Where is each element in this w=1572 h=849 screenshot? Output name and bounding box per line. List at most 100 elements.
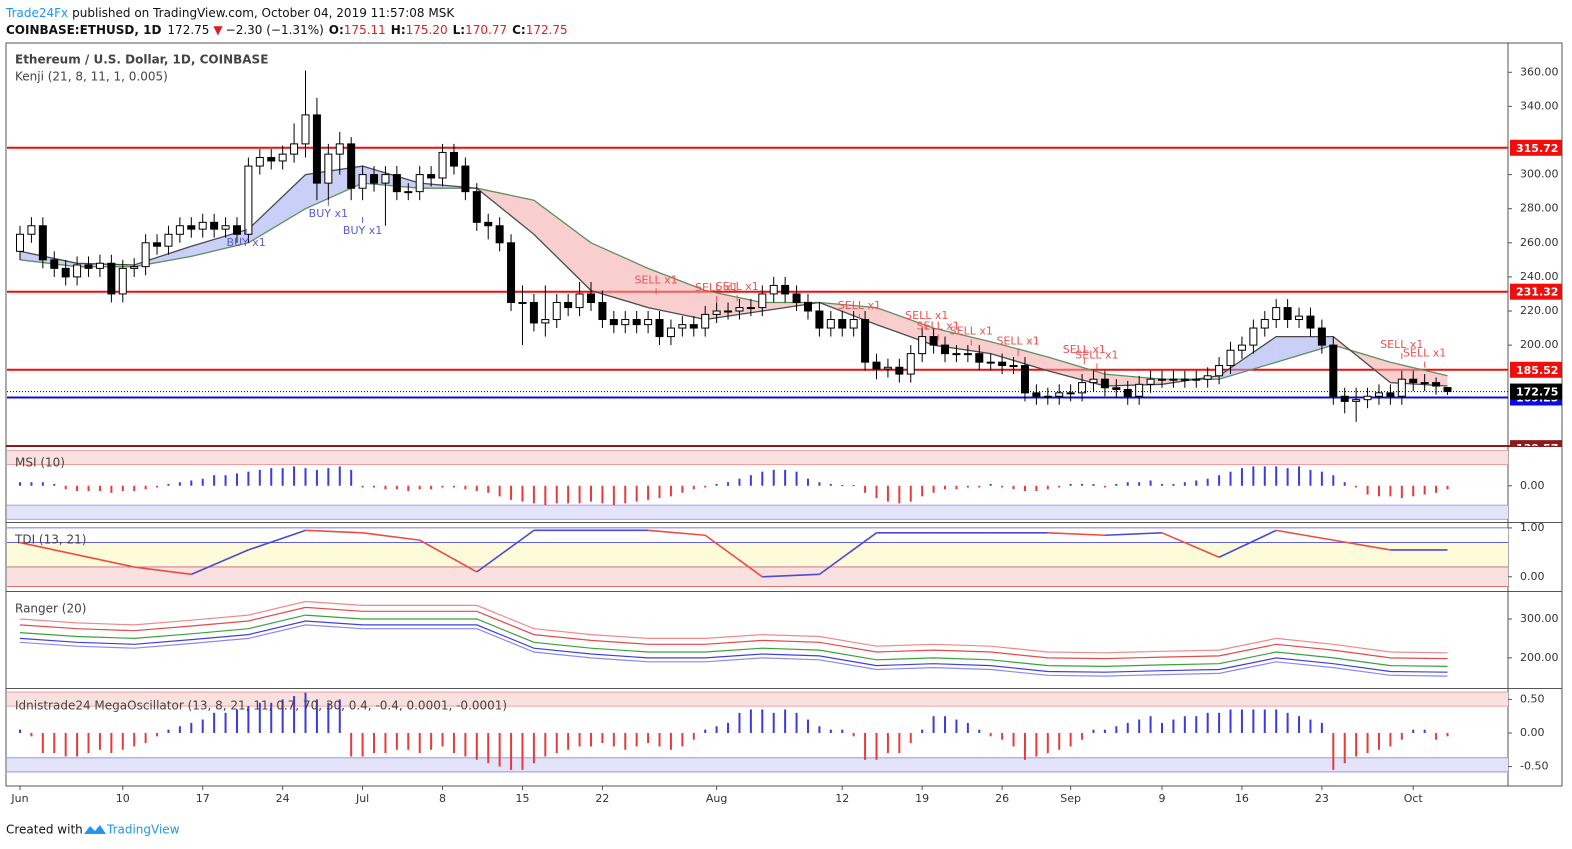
- pane: [19, 600, 1448, 677]
- histogram-bar: [213, 475, 216, 486]
- histogram-bar: [53, 484, 56, 486]
- histogram-bar: [304, 692, 307, 733]
- candle-body: [415, 174, 424, 193]
- x-tick-label: 22: [595, 792, 609, 805]
- histogram-bar: [875, 732, 878, 760]
- x-tick-label: 23: [1315, 792, 1329, 805]
- histogram-bar: [1035, 732, 1038, 757]
- footer-brand[interactable]: TradingView: [106, 823, 180, 837]
- candle-body: [1249, 327, 1258, 346]
- histogram-bar: [704, 729, 707, 733]
- candle-body: [221, 225, 230, 230]
- ohlc-value: 170.77: [465, 23, 507, 37]
- histogram-bar: [1149, 480, 1152, 486]
- histogram-bar: [1172, 484, 1175, 486]
- indicator-line: [19, 541, 78, 556]
- y-tick-label: 280.00: [1520, 202, 1559, 215]
- y-tick-label: 220.00: [1520, 304, 1559, 317]
- histogram-bar: [167, 484, 170, 486]
- histogram-bar: [601, 485, 604, 504]
- histogram-bar: [395, 732, 398, 750]
- histogram-bar: [373, 485, 376, 488]
- candle-body: [1066, 392, 1075, 395]
- candle-body: [495, 225, 504, 244]
- candle-body: [449, 151, 458, 167]
- candle-body: [1272, 307, 1281, 321]
- indicator-line: [305, 529, 363, 534]
- indicator-label: Kenji (21, 8, 11, 1, 0.005): [15, 70, 168, 84]
- candle-body: [210, 221, 219, 230]
- candle-body: [61, 267, 70, 278]
- x-tick-label: 15: [515, 792, 529, 805]
- histogram-bar: [1218, 475, 1221, 486]
- histogram-bar: [407, 485, 410, 492]
- x-tick-label: Aug: [706, 792, 727, 805]
- candle-body: [461, 165, 470, 193]
- histogram-bar: [829, 729, 832, 733]
- histogram-bar: [955, 485, 958, 490]
- candle-body: [198, 221, 207, 230]
- histogram-bar: [430, 732, 433, 750]
- histogram-bar: [30, 732, 33, 737]
- histogram-bar: [475, 732, 478, 760]
- candle-body: [187, 225, 196, 230]
- histogram-bar: [1115, 726, 1118, 733]
- histogram-bar: [475, 485, 478, 492]
- histogram-bar: [635, 732, 638, 747]
- signal-label: BUY x1: [226, 236, 265, 249]
- histogram-bar: [384, 732, 387, 754]
- histogram-bar: [806, 478, 809, 486]
- histogram-bar: [1058, 485, 1061, 488]
- histogram-bar: [1183, 482, 1186, 486]
- histogram-bar: [30, 482, 33, 486]
- candle-body: [849, 319, 858, 329]
- histogram-bar: [293, 696, 296, 733]
- histogram-bar: [1103, 485, 1106, 488]
- candle-body: [358, 174, 367, 189]
- histogram-bar: [384, 485, 387, 490]
- indicator-line: [762, 573, 820, 578]
- histogram-bar: [909, 732, 912, 744]
- histogram-bar: [898, 732, 901, 754]
- histogram-bar: [1240, 709, 1243, 733]
- candle-body: [141, 242, 150, 268]
- price-axis: 0.00 1.00: [1508, 521, 1545, 583]
- histogram-bar: [1343, 482, 1346, 486]
- change: −2.30 (−1.31%): [226, 23, 324, 37]
- histogram-bar: [521, 732, 524, 770]
- candle-body: [1432, 382, 1441, 387]
- histogram-bar: [270, 468, 273, 486]
- last-price-bg: [1510, 383, 1562, 400]
- histogram-bar: [281, 468, 284, 486]
- histogram-bar: [1195, 716, 1198, 733]
- signal-label: SELL x1: [838, 299, 881, 312]
- histogram-bar: [361, 485, 364, 488]
- candle-body: [735, 307, 744, 312]
- band-zone: [7, 542, 1508, 568]
- ohlc-value: 172.75: [526, 23, 568, 37]
- histogram-bar: [852, 485, 855, 487]
- histogram-bar: [1355, 485, 1358, 488]
- candle-body: [130, 266, 139, 269]
- publisher[interactable]: Trade24Fx: [5, 6, 68, 20]
- candle-body: [541, 319, 550, 324]
- candle-body: [906, 353, 915, 375]
- histogram-bar: [1435, 732, 1438, 740]
- footer-logo: [84, 825, 106, 834]
- histogram-bar: [110, 485, 113, 493]
- band-zone: [7, 567, 1508, 587]
- histogram-bar: [898, 485, 901, 504]
- band-line: [19, 620, 1448, 673]
- histogram-bar: [784, 469, 787, 486]
- candle-body: [404, 191, 413, 194]
- histogram-bar: [201, 719, 204, 733]
- histogram-bar: [966, 485, 969, 488]
- x-tick-label: 17: [196, 792, 210, 805]
- histogram-bar: [521, 485, 524, 502]
- candle-body: [1146, 378, 1155, 385]
- band-line: [19, 606, 1448, 660]
- level-label: 185.52: [1516, 364, 1558, 377]
- histogram-bar: [1046, 732, 1049, 754]
- band-zone: [7, 505, 1508, 520]
- signal-label: BUY x1: [309, 207, 348, 220]
